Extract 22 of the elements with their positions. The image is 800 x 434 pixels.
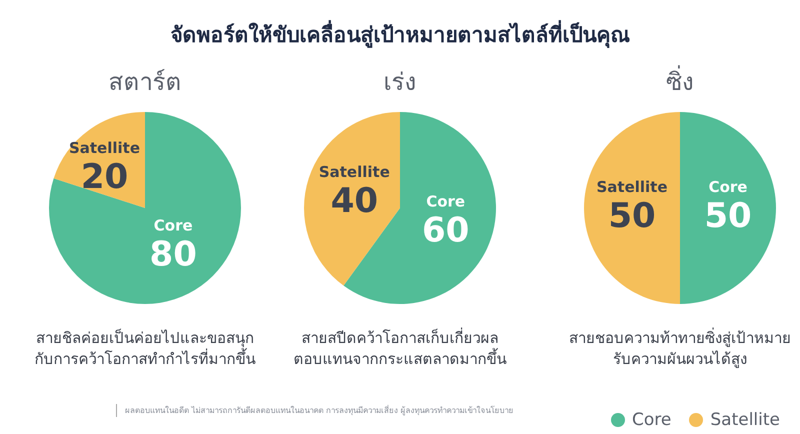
chart-title: เร่ง: [382, 67, 418, 96]
slice-label: Core: [426, 192, 466, 211]
legend-label: Core: [632, 410, 672, 430]
legend-label: Satellite: [710, 410, 780, 430]
text: สายชิลค่อยเป็นค่อยไปและขอสนุกกับการคว้าโอกาสทำกำไรที่มากขึ้น: [34, 328, 256, 370]
slice-label: Satellite: [318, 163, 390, 182]
data-label: 50: [704, 196, 752, 236]
chart-title: ซิ่ง: [665, 64, 695, 96]
text: ผลตอบแทนในอดีต ไม่สามารถการันตีผลตอบแทนในอนาคต การลงทุนมีความเสี่ยง ผู้ลงทุนควรทำความเข้าใจนโยบาย: [116, 404, 545, 417]
slice-label: Core: [708, 178, 748, 196]
data-label: 20: [80, 156, 128, 197]
text: สายสปีดคว้าโอกาสเก็บเกี่ยวผลตอบแทนจากกระแสตลาดมากขึ้น: [292, 328, 508, 370]
chart-title: สตาร์ต: [108, 67, 182, 96]
data-label: 60: [422, 210, 470, 251]
text: สายชอบความท้าทายซิ่งสู่เป้าหมายรับความผันผวนได้สูง: [568, 328, 792, 370]
data-label: 40: [330, 180, 378, 221]
data-label: 80: [150, 234, 197, 275]
slice-label: Satellite: [68, 139, 140, 158]
text: จัดพอร์ตให้ขับเคลื่อนสู่เป้าหมายตามสไตล์ที่เป็นคุณ: [170, 19, 630, 50]
slice-label: Core: [154, 216, 193, 235]
slice-label: Satellite: [596, 178, 668, 196]
data-label: 50: [608, 196, 656, 236]
